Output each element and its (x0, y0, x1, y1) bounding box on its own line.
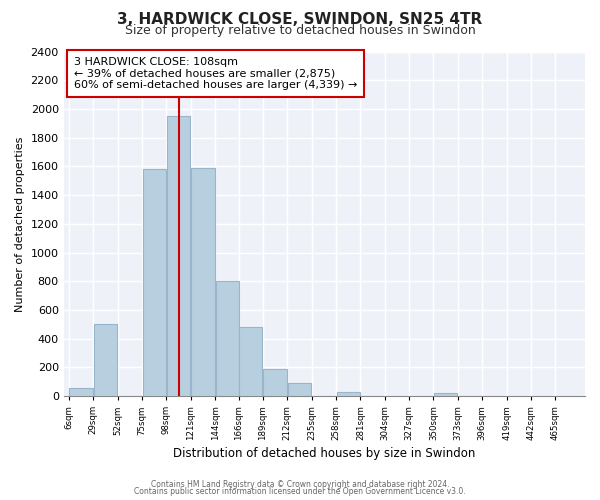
X-axis label: Distribution of detached houses by size in Swindon: Distribution of detached houses by size … (173, 447, 476, 460)
Text: Size of property relative to detached houses in Swindon: Size of property relative to detached ho… (125, 24, 475, 37)
Text: 3 HARDWICK CLOSE: 108sqm
← 39% of detached houses are smaller (2,875)
60% of sem: 3 HARDWICK CLOSE: 108sqm ← 39% of detach… (74, 56, 358, 90)
Text: Contains public sector information licensed under the Open Government Licence v3: Contains public sector information licen… (134, 487, 466, 496)
Bar (94, 324, 117, 396)
Bar (191, 168, 215, 396)
Bar (239, 327, 262, 396)
Bar (434, 394, 457, 396)
Bar (143, 170, 166, 396)
Bar (288, 383, 311, 396)
Text: Contains HM Land Registry data © Crown copyright and database right 2024.: Contains HM Land Registry data © Crown c… (151, 480, 449, 489)
Bar (167, 116, 190, 396)
Bar (70, 388, 93, 396)
Bar (337, 392, 360, 396)
Bar (263, 369, 287, 396)
Y-axis label: Number of detached properties: Number of detached properties (15, 136, 25, 312)
Bar (216, 282, 239, 396)
Text: 3, HARDWICK CLOSE, SWINDON, SN25 4TR: 3, HARDWICK CLOSE, SWINDON, SN25 4TR (118, 12, 482, 28)
